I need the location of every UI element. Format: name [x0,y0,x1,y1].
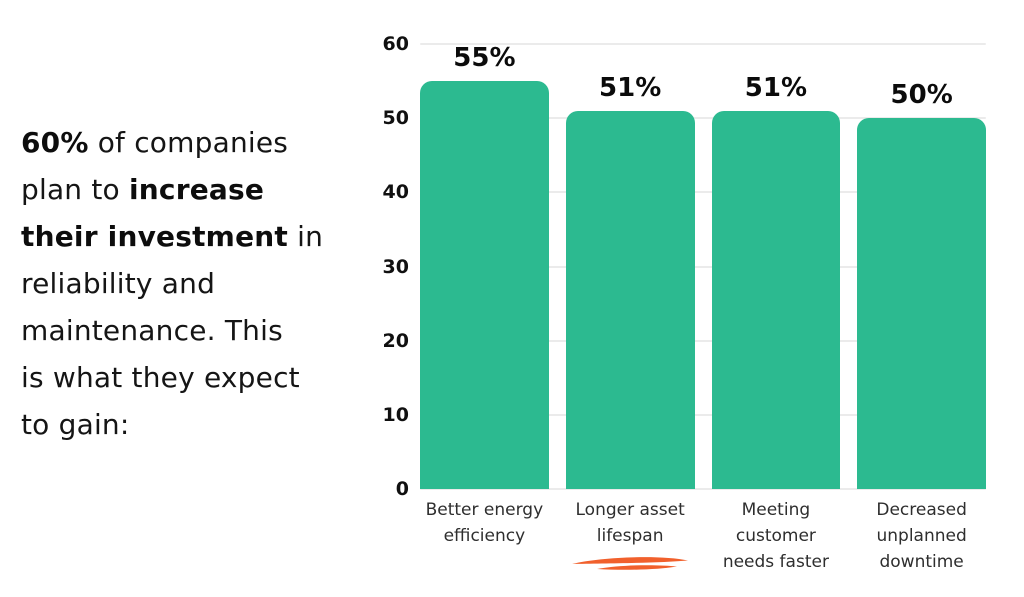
bar-slot: 51% [711,44,841,489]
gridline [420,413,986,416]
caption-text: is what they expect [21,361,300,394]
x-axis-labels: Better energy efficiency Longer asset lif… [420,497,986,575]
caption-text: of companies [88,126,289,159]
bar-value-label: 50% [890,80,953,111]
caption-line: their investment in [21,213,377,260]
gridline [420,117,986,120]
caption: 60% of companies plan to increase their in… [21,119,377,448]
underline-swoosh-icon [570,552,690,582]
bar-slot: 50% [857,44,986,489]
x-category-label: Longer asset lifespan [566,497,695,575]
caption-text: maintenance. This [21,314,283,347]
gridline [420,265,986,268]
bar [565,110,695,489]
bar [420,81,549,489]
caption-bold-text: their investment [21,220,288,253]
x-category-label: Meeting customer needs faster [722,500,829,572]
gridline [420,191,986,194]
y-tick-label: 20 [382,329,409,352]
y-tick-label: 40 [382,181,409,204]
chart-plot-area: 60 50 40 30 20 10 0 55% 51% 51% 50% [383,33,986,500]
caption-text: to gain: [21,408,130,441]
gridline [420,339,986,342]
caption-line: 60% of companies [21,119,377,166]
y-tick-label: 60 [382,33,409,55]
bar [857,118,986,489]
caption-line: plan to increase [21,166,377,213]
x-category-label: Better energy efficiency [425,500,544,546]
caption-line: is what they expect [21,354,377,401]
caption-line: to gain: [21,401,377,448]
caption-text: in [287,220,324,253]
gridline [420,488,986,490]
y-tick-label: 0 [395,478,409,500]
y-tick-label: 10 [382,403,409,426]
caption-text: plan to [21,173,129,206]
y-tick-label: 50 [382,107,409,130]
bar-value-label: 51% [744,72,807,103]
caption-line: reliability and [21,260,377,307]
gridline [420,43,986,45]
bar-slot: 55% [420,43,549,489]
y-tick-label: 30 [382,255,409,278]
bar-slot: 51% [565,44,695,489]
bar-value-label: 51% [599,72,662,103]
x-category-label: Decreased unplanned downtime [876,500,967,572]
caption-line: maintenance. This [21,307,377,354]
bar-value-label: 55% [453,43,516,74]
bars-group: 55% 51% 51% 50% [420,43,986,489]
caption-bold-text: 60% [21,126,89,159]
bar [711,110,841,489]
caption-bold-text: increase [128,173,265,206]
caption-text: reliability and [21,267,216,300]
